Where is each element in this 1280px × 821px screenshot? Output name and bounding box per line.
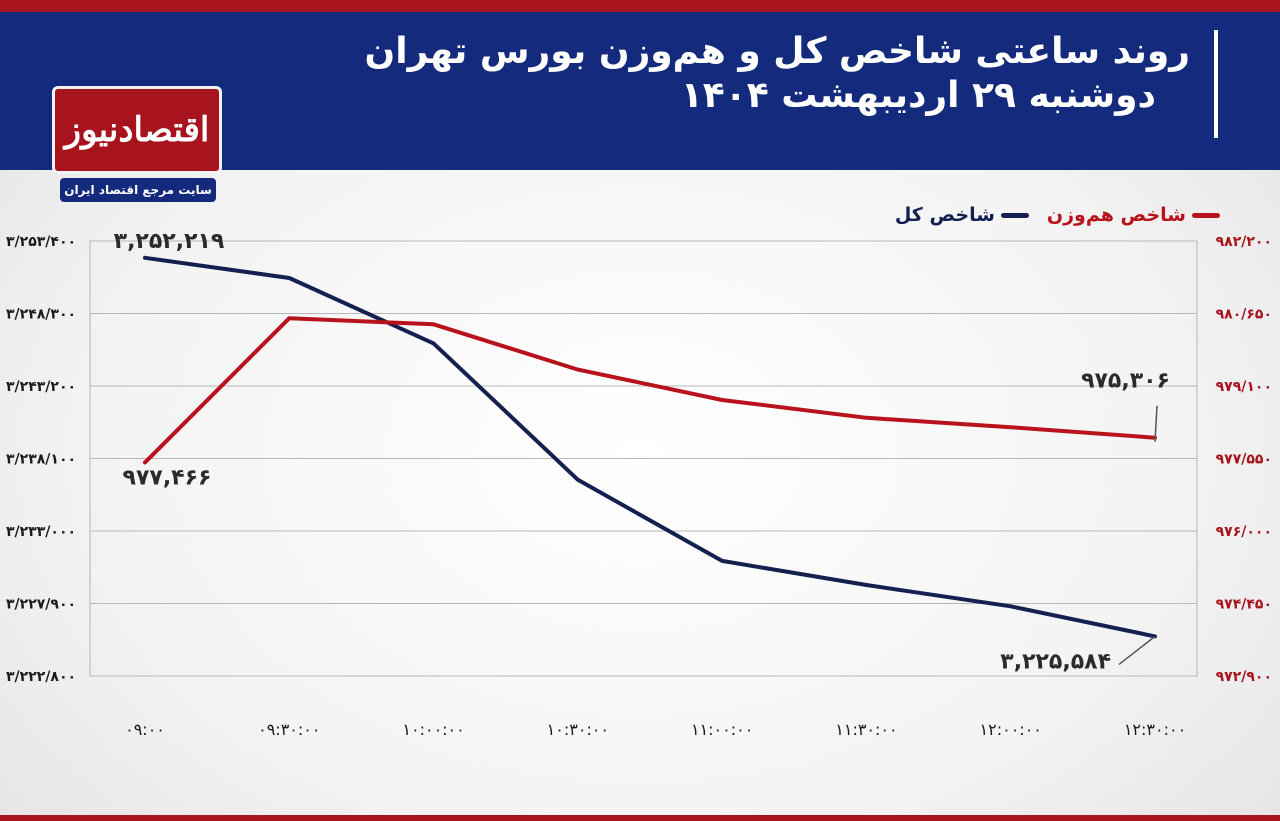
left-tick-label: ۳/۲۲۲/۸۰۰ bbox=[6, 669, 76, 685]
legend-item-total: شاخص کل bbox=[895, 204, 1029, 226]
legend-label-equal: شاخص هم‌وزن bbox=[1046, 204, 1186, 226]
left-tick-label: ۳/۲۲۷/۹۰۰ bbox=[6, 597, 76, 613]
left-tick-label: ۳/۲۵۳/۴۰۰ bbox=[6, 234, 76, 250]
right-tick-label: ۹۸۲/۲۰۰ bbox=[1216, 234, 1272, 250]
title-divider bbox=[1214, 30, 1218, 138]
x-tick-label: ۱۲:۳۰:۰۰ bbox=[1124, 720, 1186, 739]
legend-swatch-equal bbox=[1192, 212, 1220, 218]
leader-total-end bbox=[1118, 635, 1156, 666]
data-label-total-start: ۳,۲۵۲,۲۱۹ bbox=[114, 229, 225, 254]
legend-label-total: شاخص کل bbox=[894, 204, 995, 226]
legend: شاخص هم‌وزن شاخص کل bbox=[880, 200, 1220, 230]
x-tick-label: ۱۱:۰۰:۰۰ bbox=[691, 720, 753, 739]
right-tick-label: ۹۸۰/۶۵۰ bbox=[1216, 307, 1272, 323]
right-tick-label: ۹۷۶/۰۰۰ bbox=[1216, 524, 1272, 540]
logo: اقتصادنیوز bbox=[52, 86, 222, 174]
x-tick-label: ۱۰:۳۰:۰۰ bbox=[547, 720, 609, 739]
x-tick-label: ۰۹:۰۰ bbox=[125, 720, 165, 739]
x-tick-label: ۱۰:۰۰:۰۰ bbox=[402, 720, 464, 739]
legend-swatch-total bbox=[1000, 212, 1029, 218]
x-tick-label: ۱۱:۳۰:۰۰ bbox=[835, 720, 897, 739]
left-tick-label: ۳/۲۳۳/۰۰۰ bbox=[6, 524, 76, 540]
title-line-1: روند ساعتی شاخص کل و هم‌وزن بورس تهران bbox=[364, 31, 1190, 72]
chart-title: روند ساعتی شاخص کل و هم‌وزن بورس تهران د… bbox=[365, 30, 1190, 118]
left-tick-label: ۳/۲۳۸/۱۰۰ bbox=[6, 452, 76, 468]
x-tick-label: ۱۲:۰۰:۰۰ bbox=[980, 720, 1042, 739]
legend-item-equal: شاخص هم‌وزن bbox=[1047, 204, 1220, 226]
right-tick-label: ۹۷۴/۴۵۰ bbox=[1216, 597, 1272, 613]
right-tick-label: ۹۷۷/۵۵۰ bbox=[1216, 452, 1272, 468]
right-tick-label: ۹۷۲/۹۰۰ bbox=[1216, 669, 1272, 685]
right-tick-label: ۹۷۹/۱۰۰ bbox=[1216, 379, 1272, 395]
logo-text: اقتصادنیوز bbox=[64, 110, 210, 150]
series-line-equal bbox=[143, 316, 1157, 465]
x-tick-label: ۰۹:۳۰:۰۰ bbox=[258, 720, 320, 739]
series-line-total bbox=[143, 255, 1157, 639]
top-stripe bbox=[0, 0, 1280, 12]
leader-equal-end bbox=[1154, 405, 1158, 442]
data-label-equal-start: ۹۷۷,۴۶۶ bbox=[123, 465, 212, 490]
logo-tagline: سایت مرجع اقتصاد ایران bbox=[60, 178, 216, 202]
data-label-total-end: ۳,۲۲۵,۵۸۴ bbox=[1000, 649, 1111, 674]
title-line-2: دوشنبه ۲۹ اردیبهشت ۱۴۰۴ bbox=[680, 75, 1156, 116]
data-label-equal-end: ۹۷۵,۳۰۶ bbox=[1081, 369, 1170, 394]
left-tick-label: ۳/۲۴۳/۲۰۰ bbox=[6, 379, 76, 395]
bottom-stripe bbox=[0, 815, 1280, 821]
left-tick-label: ۳/۲۴۸/۳۰۰ bbox=[6, 307, 76, 323]
